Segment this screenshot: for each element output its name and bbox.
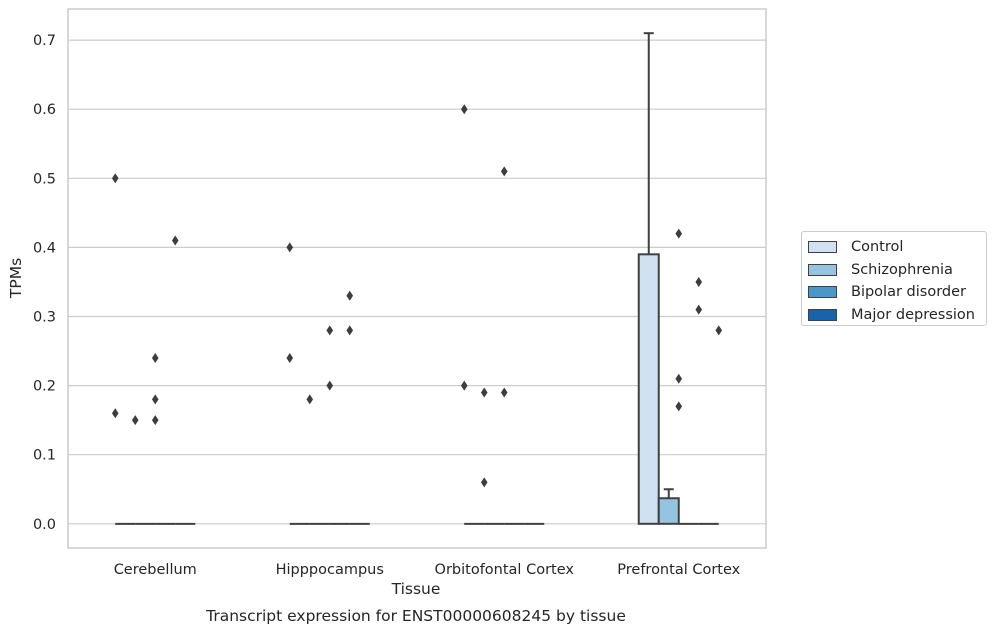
outlier-point (460, 380, 468, 391)
outlier-point (715, 325, 723, 336)
outlier-point (326, 380, 334, 391)
legend-label: Bipolar disorder (851, 284, 966, 301)
plot-frame (67, 8, 767, 549)
outlier-point (171, 235, 179, 246)
bars (115, 253, 719, 525)
outlier-point (695, 304, 703, 315)
outlier-point (286, 242, 294, 253)
y-tick-label: 0.2 (33, 379, 56, 395)
y-tick-label: 0.5 (33, 171, 56, 187)
legend-item: Control (808, 236, 986, 259)
y-tick-label: 0.7 (33, 33, 56, 49)
legend-item: Bipolar disorder (808, 281, 986, 304)
y-tick-labels: 0.0 0.1 0.2 0.3 0.4 0.5 0.6 0.7 (33, 33, 56, 533)
outlier-point (111, 173, 119, 184)
outlier-point (306, 394, 314, 405)
bar (637, 253, 660, 525)
legend-swatch (808, 286, 837, 299)
legend-label: Major depression (851, 306, 975, 323)
outlier-point (675, 373, 683, 384)
grid-lines (68, 39, 766, 525)
y-axis-label: TPMs (7, 258, 25, 299)
outlier-point (675, 401, 683, 412)
legend-item: Schizophrenia (808, 259, 986, 282)
outlier-point (286, 352, 294, 363)
chart-footer-caption: Transcript expression for ENST0000060824… (206, 607, 626, 625)
outlier-point (131, 415, 139, 426)
y-tick-label: 0.1 (33, 448, 56, 464)
legend-swatch (808, 308, 837, 321)
outlier-point (326, 325, 334, 336)
legend-swatch (808, 263, 837, 276)
outlier-point (695, 276, 703, 287)
y-tick-label: 0.4 (33, 240, 56, 256)
x-tick-label: Prefrontal Cortex (617, 562, 740, 578)
x-axis-label: Tissue (391, 580, 441, 598)
outlier-point (480, 387, 488, 398)
legend-swatch (808, 241, 837, 254)
x-tick-labels: Cerebellum Hipppocampus Orbitofontal Corte… (114, 562, 741, 578)
outlier-point (151, 394, 159, 405)
outlier-point (500, 166, 508, 177)
outlier-point (460, 104, 468, 115)
x-tick-label: Hipppocampus (276, 562, 384, 578)
legend-item: Major depression (808, 304, 986, 327)
x-tick-label: Orbitofontal Cortex (435, 562, 575, 578)
outlier-point (346, 325, 354, 336)
outlier-points (111, 104, 723, 488)
outlier-point (111, 408, 119, 419)
legend-label: Control (851, 239, 904, 256)
y-tick-label: 0.3 (33, 310, 56, 326)
bar (657, 497, 680, 525)
outlier-point (151, 415, 159, 426)
legend: Control Schizophrenia Bipolar disorder Majo… (801, 231, 987, 326)
outlier-point (346, 290, 354, 301)
error-bars (643, 32, 674, 499)
outlier-point (500, 387, 508, 398)
outlier-point (151, 352, 159, 363)
outlier-point (675, 228, 683, 239)
outlier-point (480, 477, 488, 488)
y-tick-label: 0.6 (33, 102, 56, 118)
x-tick-label: Cerebellum (114, 562, 197, 578)
legend-label: Schizophrenia (851, 261, 953, 278)
y-tick-label: 0.0 (33, 517, 56, 533)
